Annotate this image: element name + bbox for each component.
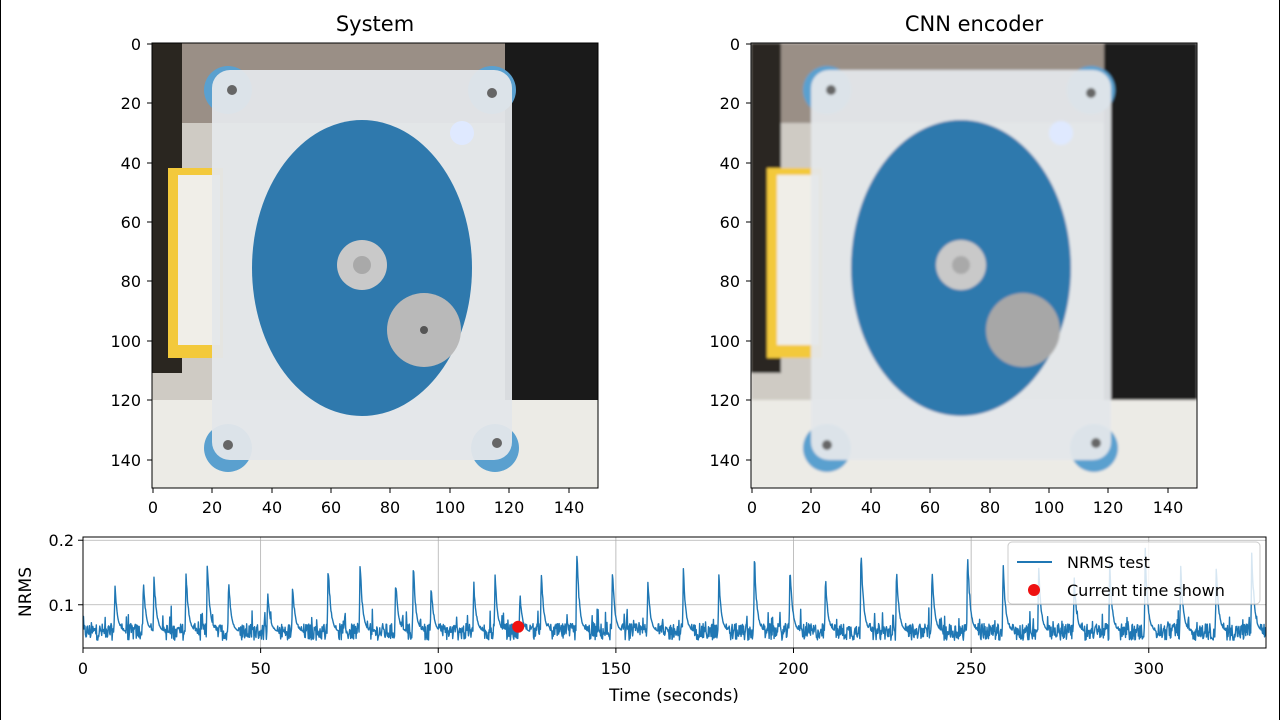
system-title: System	[336, 12, 414, 36]
legend-label-nrms-test: NRMS test	[1067, 553, 1150, 572]
nrms-x-ticks: 0 50 100 150 200 250 300	[78, 648, 1164, 678]
system-x-tick-label: 140	[554, 498, 585, 517]
nrms-test-line	[83, 547, 1266, 641]
system-y-tick-label: 100	[110, 332, 141, 351]
cnn-encoder-y-tick-label: 80	[720, 272, 740, 291]
cnn-encoder-title: CNN encoder	[905, 12, 1044, 36]
legend-marker-swatch	[1028, 584, 1040, 596]
legend-label-current-time: Current time shown	[1067, 581, 1225, 600]
system-image-panel: System	[110, 12, 599, 517]
cnn-encoder-y-tick-label: 0	[730, 35, 740, 54]
system-y-tick-label: 80	[121, 272, 141, 291]
cnn-encoder-y-tick-label: 140	[709, 451, 740, 470]
system-y-ticks: 0 20 40 60 80 100 120 140	[110, 35, 152, 470]
cnn-encoder-y-ticks: 0 20 40 60 80 100 120 140	[709, 35, 751, 470]
cnn-encoder-x-tick-label: 140	[1153, 498, 1184, 517]
nrms-legend: NRMS test Current time shown	[1007, 541, 1261, 605]
nrms-x-axis-label: Time (seconds)	[608, 686, 739, 706]
cnn-encoder-x-tick-label: 0	[747, 498, 757, 517]
system-y-tick-label: 40	[121, 154, 141, 173]
x-tick-label: 100	[423, 659, 454, 678]
legend-box	[1007, 541, 1261, 605]
x-tick-label: 150	[601, 659, 632, 678]
cnn-encoder-y-tick-label: 60	[720, 213, 740, 232]
cnn-encoder-x-tick-label: 120	[1093, 498, 1124, 517]
y-tick-label: 0.2	[49, 531, 74, 550]
system-y-tick-label: 60	[121, 213, 141, 232]
cnn-encoder-y-tick-label: 100	[709, 332, 740, 351]
x-tick-label: 300	[1133, 659, 1164, 678]
system-photo	[152, 43, 598, 488]
system-y-tick-label: 0	[131, 35, 141, 54]
current-time-marker	[512, 620, 525, 633]
nrms-y-ticks: 0.1 0.2	[49, 531, 83, 615]
system-x-tick-label: 60	[321, 498, 341, 517]
cnn-encoder-y-tick-label: 120	[709, 391, 740, 410]
cnn-encoder-x-tick-label: 100	[1034, 498, 1065, 517]
x-tick-label: 250	[956, 659, 987, 678]
cnn-encoder-x-tick-label: 20	[801, 498, 821, 517]
cnn-encoder-x-tick-label: 80	[980, 498, 1000, 517]
cnn-encoder-x-ticks: 0 20 40 60 80 100 120 140	[747, 488, 1183, 517]
x-tick-label: 200	[778, 659, 809, 678]
cnn-encoder-x-tick-label: 60	[920, 498, 940, 517]
cnn-encoder-y-tick-label: 20	[720, 94, 740, 113]
cnn-encoder-image-panel: CNN encoder	[709, 12, 1198, 517]
system-x-tick-label: 40	[262, 498, 282, 517]
system-x-ticks: 0 20 40 60 80 100 120 140	[148, 488, 584, 517]
cnn-encoder-x-tick-label: 40	[861, 498, 881, 517]
system-x-tick-label: 0	[148, 498, 158, 517]
system-x-tick-label: 20	[202, 498, 222, 517]
x-tick-label: 0	[78, 659, 88, 678]
system-x-tick-label: 120	[494, 498, 525, 517]
system-y-tick-label: 120	[110, 391, 141, 410]
system-x-tick-label: 100	[435, 498, 466, 517]
cnn-encoder-photo	[751, 43, 1197, 488]
nrms-axes-frame	[82, 536, 1267, 649]
x-tick-label: 50	[250, 659, 270, 678]
system-y-tick-label: 20	[121, 94, 141, 113]
cnn-encoder-y-tick-label: 40	[720, 154, 740, 173]
nrms-y-axis-label: NRMS	[16, 567, 36, 617]
system-y-tick-label: 140	[110, 451, 141, 470]
y-tick-label: 0.1	[49, 596, 74, 615]
system-x-tick-label: 80	[380, 498, 400, 517]
nrms-chart: 0 50 100 150 200 250 300 0.1 0.2 Time (seconds)…	[16, 531, 1267, 706]
